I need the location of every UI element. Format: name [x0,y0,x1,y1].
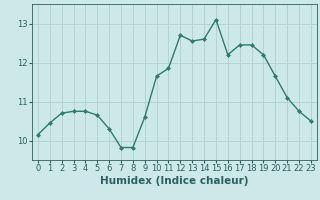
X-axis label: Humidex (Indice chaleur): Humidex (Indice chaleur) [100,176,249,186]
